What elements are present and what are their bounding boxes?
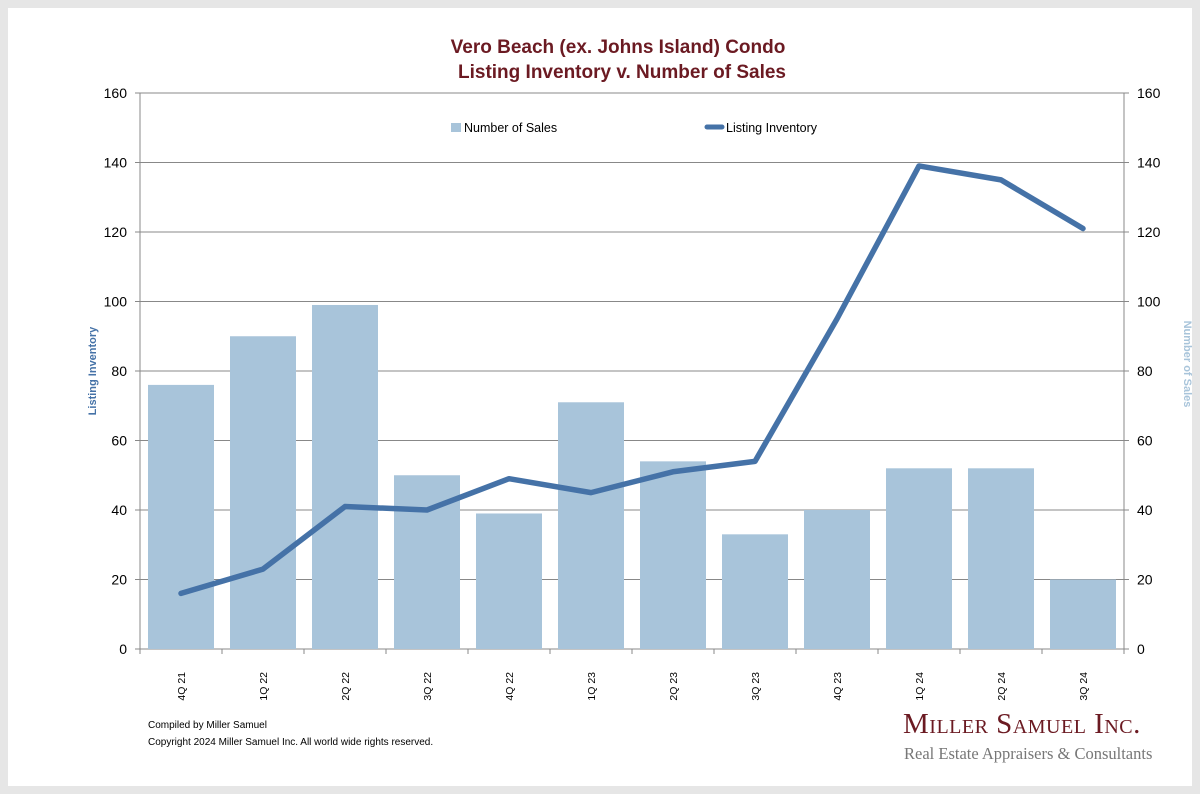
- bar-2Q-23: [640, 461, 706, 649]
- y-tick-label-right: 120: [1137, 224, 1161, 240]
- bar-2Q-22: [312, 304, 378, 649]
- bar-1Q-23: [558, 402, 624, 649]
- logo-name: Miller Samuel Inc.: [903, 708, 1141, 740]
- x-tick-label: 3Q 24: [1078, 672, 1090, 701]
- line-listing-inventory: [178, 163, 1086, 597]
- chart-title-line2: Listing Inventory v. Number of Sales: [458, 62, 786, 83]
- y-tick-label-left: 20: [111, 572, 127, 588]
- x-tick-label: 1Q 23: [586, 672, 598, 701]
- bar-1Q-22: [230, 336, 296, 649]
- x-tick-label: 1Q 22: [258, 672, 270, 701]
- y-tick-label-left: 40: [111, 502, 127, 518]
- legend-label-inventory: Listing Inventory: [726, 121, 818, 135]
- bar-3Q-23: [722, 534, 788, 649]
- bar-4Q-21: [148, 384, 214, 649]
- bar-1Q-24: [886, 468, 952, 649]
- x-tick-label: 2Q 24: [996, 672, 1008, 701]
- y-tick-label-left: 100: [104, 294, 128, 310]
- y-tick-label-right: 20: [1137, 572, 1153, 588]
- x-tick-label: 3Q 23: [750, 672, 762, 701]
- x-tick-label: 4Q 23: [832, 672, 844, 701]
- y-tick-label-right: 40: [1137, 502, 1153, 518]
- copyright-note: Copyright 2024 Miller Samuel Inc. All wo…: [148, 737, 434, 748]
- y-tick-label-left: 160: [104, 85, 128, 101]
- y-tick-label-left: 0: [119, 641, 127, 657]
- x-tick-label: 2Q 22: [340, 672, 352, 701]
- y-axis-title-right: Number of Sales: [1181, 321, 1193, 408]
- compiled-note: Compiled by Miller Samuel: [148, 720, 267, 731]
- y-tick-label-right: 60: [1137, 433, 1153, 449]
- bar-4Q-22: [476, 513, 542, 649]
- bar-3Q-24: [1050, 579, 1116, 649]
- y-tick-label-right: 140: [1137, 155, 1161, 171]
- y-tick-label-left: 120: [104, 224, 128, 240]
- y-tick-label-right: 0: [1137, 641, 1145, 657]
- x-tick-label: 4Q 22: [504, 672, 516, 701]
- bar-4Q-23: [804, 510, 870, 649]
- y-tick-label-left: 60: [111, 433, 127, 449]
- y-axis-title-left: Listing Inventory: [87, 326, 99, 416]
- y-tick-label-left: 80: [111, 363, 127, 379]
- x-tick-label: 4Q 21: [176, 672, 188, 701]
- y-tick-label-right: 100: [1137, 294, 1161, 310]
- logo-tagline: Real Estate Appraisers & Consultants: [904, 744, 1153, 763]
- legend-label-sales: Number of Sales: [464, 121, 557, 135]
- y-tick-label-left: 140: [104, 155, 128, 171]
- x-tick-label: 1Q 24: [914, 672, 926, 701]
- y-tick-label-right: 160: [1137, 85, 1161, 101]
- chart-title-line1: Vero Beach (ex. Johns Island) Condo: [451, 37, 786, 58]
- x-tick-label: 2Q 23: [668, 672, 680, 701]
- bar-2Q-24: [968, 468, 1034, 649]
- x-tick-label: 3Q 22: [422, 672, 434, 701]
- legend-swatch-sales: [451, 123, 461, 132]
- y-tick-label-right: 80: [1137, 363, 1153, 379]
